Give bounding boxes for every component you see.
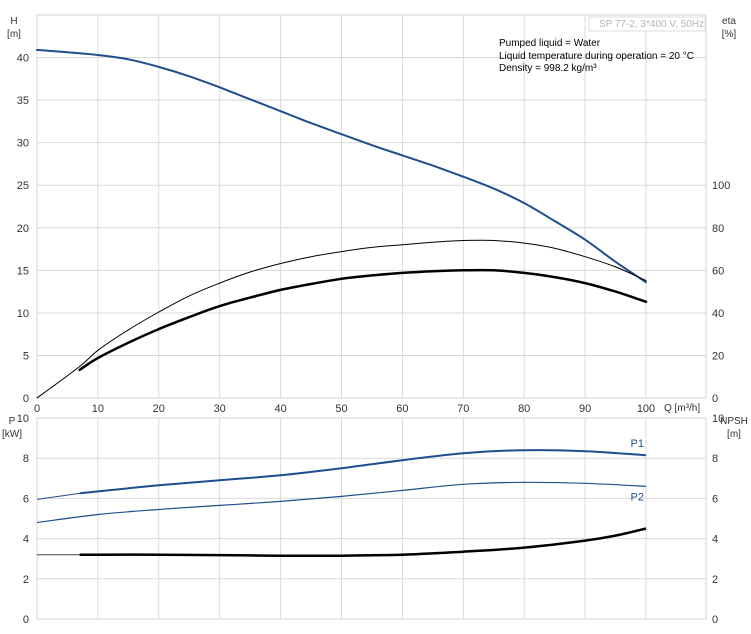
- power-tick-label: 4: [23, 534, 29, 546]
- head-tick-label: 0: [23, 393, 29, 405]
- series-layer: P1 P2: [36, 48, 648, 558]
- y-axis-label-power: P: [9, 416, 16, 427]
- head-tick-label: 25: [17, 180, 29, 192]
- npsh-tick-label: 10: [712, 413, 724, 425]
- text-layer: SP 77-2, 3*400 V, 50Hz H [m] eta [%] Q […: [2, 16, 748, 440]
- npsh-tick-label: 2: [712, 574, 718, 586]
- y-axis-unit-npsh: [m]: [727, 429, 741, 440]
- npsh-tick-label: 8: [712, 453, 718, 465]
- power-tick-label: 0: [23, 614, 29, 626]
- upper-plot-frame: [36, 14, 707, 399]
- head-tick-label: 35: [17, 95, 29, 107]
- eta-tick-label: 100: [712, 180, 730, 192]
- p1-curve-extension: [36, 492, 80, 500]
- y-axis-label-head: H: [10, 16, 17, 27]
- npsh-tick-label: 6: [712, 493, 718, 505]
- eta-tick-label: 60: [712, 265, 724, 277]
- grid-layer: [36, 15, 706, 620]
- title-box: [588, 16, 706, 32]
- eta-tick-label: 0: [712, 393, 718, 405]
- note-liquid-temperature: Liquid temperature during operation = 20…: [499, 51, 694, 62]
- x-axis-label-flow: Q [m³/h]: [664, 403, 700, 414]
- x-tick-label: 60: [396, 403, 408, 415]
- y-axis-unit-eta: [%]: [722, 29, 737, 40]
- eta-tick-label: 40: [712, 308, 724, 320]
- eta-tick-label: 80: [712, 223, 724, 235]
- plot-frames: [36, 14, 707, 620]
- head-tick-label: 40: [17, 53, 29, 65]
- note-density: Density = 998.2 kg/m³: [499, 63, 597, 74]
- chart-title: SP 77-2, 3*400 V, 50Hz: [599, 19, 704, 30]
- y-axis-label-npsh: NPSH: [720, 416, 748, 427]
- npsh-curve: [79, 527, 647, 558]
- efficiency-curve-thick: [78, 268, 648, 372]
- lower-plot-frame: [36, 417, 707, 620]
- note-pumped-liquid: Pumped liquid = Water: [499, 38, 601, 49]
- head-curve: [36, 48, 647, 284]
- efficiency-curve-thin: [36, 239, 647, 399]
- head-tick-label: 20: [17, 223, 29, 235]
- x-tick-label: 10: [92, 403, 104, 415]
- x-tick-label: 90: [579, 403, 591, 415]
- power-tick-label: 6: [23, 493, 29, 505]
- p2-curve: [36, 481, 647, 524]
- power-tick-label: 8: [23, 453, 29, 465]
- head-tick-label: 30: [17, 138, 29, 150]
- x-tick-label: 30: [214, 403, 226, 415]
- x-tick-label: 0: [34, 403, 40, 415]
- tick-labels: 0 10 20 30 40 50 60 70 80 90 100051015202530354002…: [17, 53, 731, 626]
- npsh-tick-label: 0: [712, 614, 718, 626]
- head-tick-label: 10: [17, 308, 29, 320]
- series-label-p2: P2: [631, 491, 644, 503]
- x-tick-label: 70: [457, 403, 469, 415]
- y-axis-unit-head: [m]: [7, 29, 21, 40]
- head-tick-label: 15: [17, 265, 29, 277]
- x-tick-label: 40: [274, 403, 286, 415]
- head-tick-label: 5: [23, 350, 29, 362]
- eta-tick-label: 20: [712, 350, 724, 362]
- x-tick-label: 50: [335, 403, 347, 415]
- npsh-tick-label: 4: [712, 534, 718, 546]
- y-axis-unit-power: [kW]: [2, 429, 22, 440]
- p1-curve: [79, 449, 647, 495]
- x-tick-label: 80: [518, 403, 530, 415]
- x-tick-label: 100: [637, 403, 655, 415]
- power-tick-label: 10: [17, 413, 29, 425]
- x-tick-label: 20: [153, 403, 165, 415]
- series-label-p1: P1: [631, 438, 644, 450]
- y-axis-label-eta: eta: [722, 16, 736, 27]
- power-tick-label: 2: [23, 574, 29, 586]
